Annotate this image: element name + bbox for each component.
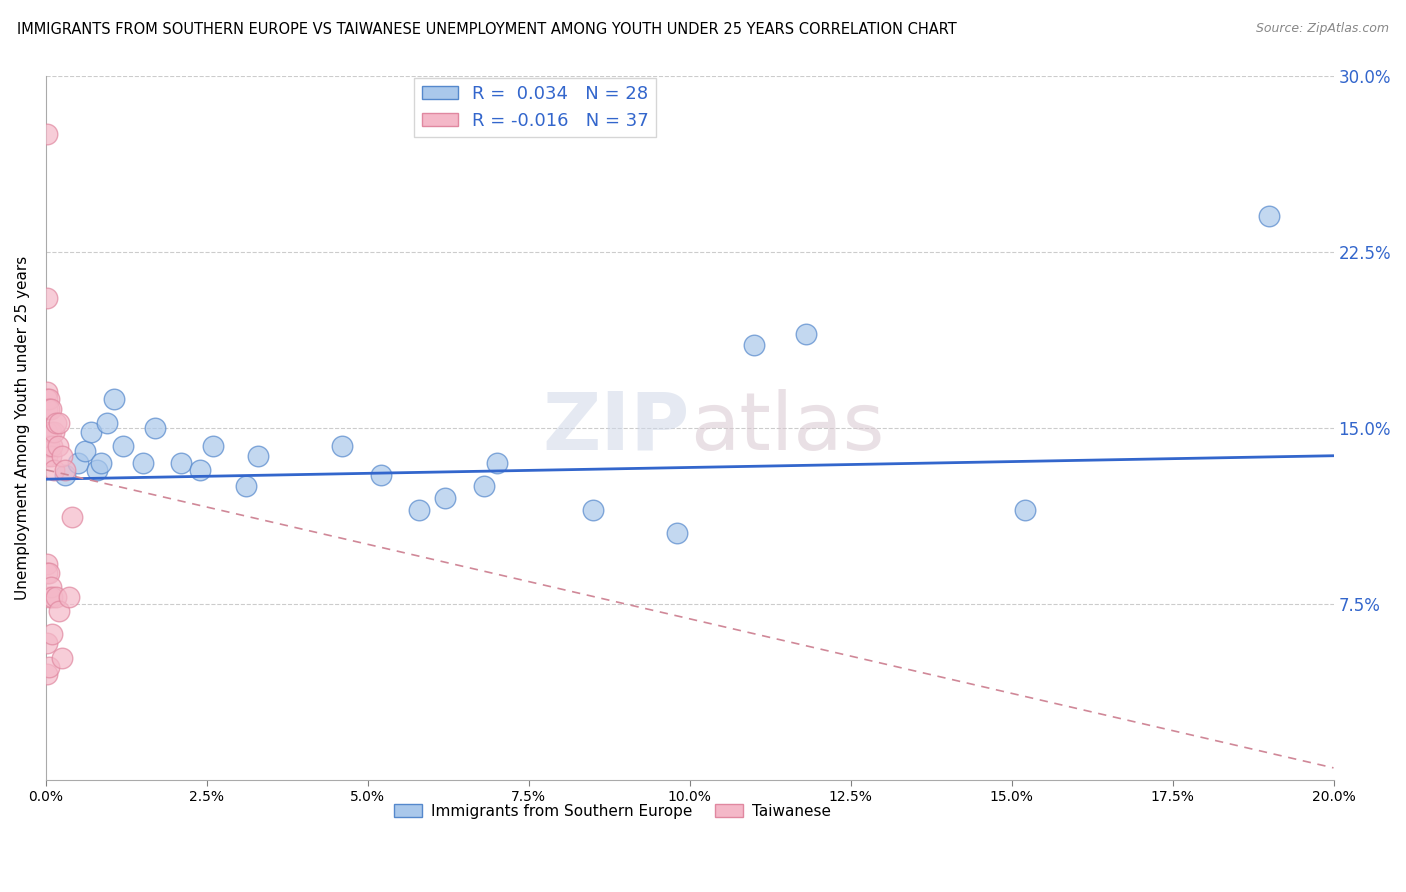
- Point: [145, 420, 167, 434]
- Point: [67, 456, 90, 470]
- Point: [51, 449, 73, 463]
- Text: IMMIGRANTS FROM SOUTHERN EUROPE VS TAIWANESE UNEMPLOYMENT AMONG YOUTH UNDER 25 Y: IMMIGRANTS FROM SOUTHERN EUROPE VS TAIWA…: [17, 22, 956, 37]
- Point: [45, 590, 67, 604]
- Point: [170, 456, 193, 470]
- Text: ZIP: ZIP: [543, 389, 690, 467]
- Point: [41, 439, 63, 453]
- Point: [37, 425, 59, 440]
- Point: [60, 509, 83, 524]
- Point: [330, 439, 353, 453]
- Text: Source: ZipAtlas.com: Source: ZipAtlas.com: [1256, 22, 1389, 36]
- Point: [434, 491, 457, 505]
- Point: [370, 467, 392, 482]
- Point: [247, 449, 270, 463]
- Point: [96, 416, 118, 430]
- Point: [665, 526, 688, 541]
- Point: [131, 456, 153, 470]
- Point: [53, 467, 76, 482]
- Point: [39, 449, 62, 463]
- Point: [38, 392, 60, 407]
- Point: [42, 463, 65, 477]
- Point: [90, 456, 112, 470]
- Point: [1014, 502, 1036, 516]
- Point: [794, 326, 817, 341]
- Point: [582, 502, 605, 516]
- Point: [38, 590, 60, 604]
- Point: [48, 604, 70, 618]
- Point: [37, 439, 59, 453]
- Point: [80, 425, 103, 440]
- Point: [86, 463, 108, 477]
- Point: [408, 502, 430, 516]
- Point: [58, 590, 80, 604]
- Point: [1258, 210, 1281, 224]
- Point: [742, 338, 765, 352]
- Point: [38, 566, 60, 580]
- Text: atlas: atlas: [690, 389, 884, 467]
- Point: [46, 439, 69, 453]
- Point: [190, 463, 212, 477]
- Point: [51, 650, 73, 665]
- Point: [485, 456, 508, 470]
- Point: [38, 439, 60, 453]
- Point: [112, 439, 135, 453]
- Point: [39, 580, 62, 594]
- Point: [37, 667, 59, 681]
- Point: [38, 401, 60, 416]
- Point: [235, 479, 257, 493]
- Point: [41, 590, 63, 604]
- Legend: Immigrants from Southern Europe, Taiwanese: Immigrants from Southern Europe, Taiwane…: [388, 797, 837, 825]
- Point: [41, 627, 63, 641]
- Point: [37, 127, 59, 141]
- Point: [37, 385, 59, 400]
- Point: [39, 401, 62, 416]
- Point: [37, 292, 59, 306]
- Point: [472, 479, 495, 493]
- Point: [38, 660, 60, 674]
- Point: [103, 392, 125, 407]
- Point: [39, 425, 62, 440]
- Point: [42, 425, 65, 440]
- Point: [37, 401, 59, 416]
- Point: [37, 392, 59, 407]
- Point: [53, 463, 76, 477]
- Point: [73, 444, 96, 458]
- Point: [37, 449, 59, 463]
- Point: [37, 566, 59, 580]
- Point: [202, 439, 225, 453]
- Point: [37, 557, 59, 571]
- Point: [37, 636, 59, 650]
- Point: [45, 416, 67, 430]
- Y-axis label: Unemployment Among Youth under 25 years: Unemployment Among Youth under 25 years: [15, 255, 30, 599]
- Point: [48, 416, 70, 430]
